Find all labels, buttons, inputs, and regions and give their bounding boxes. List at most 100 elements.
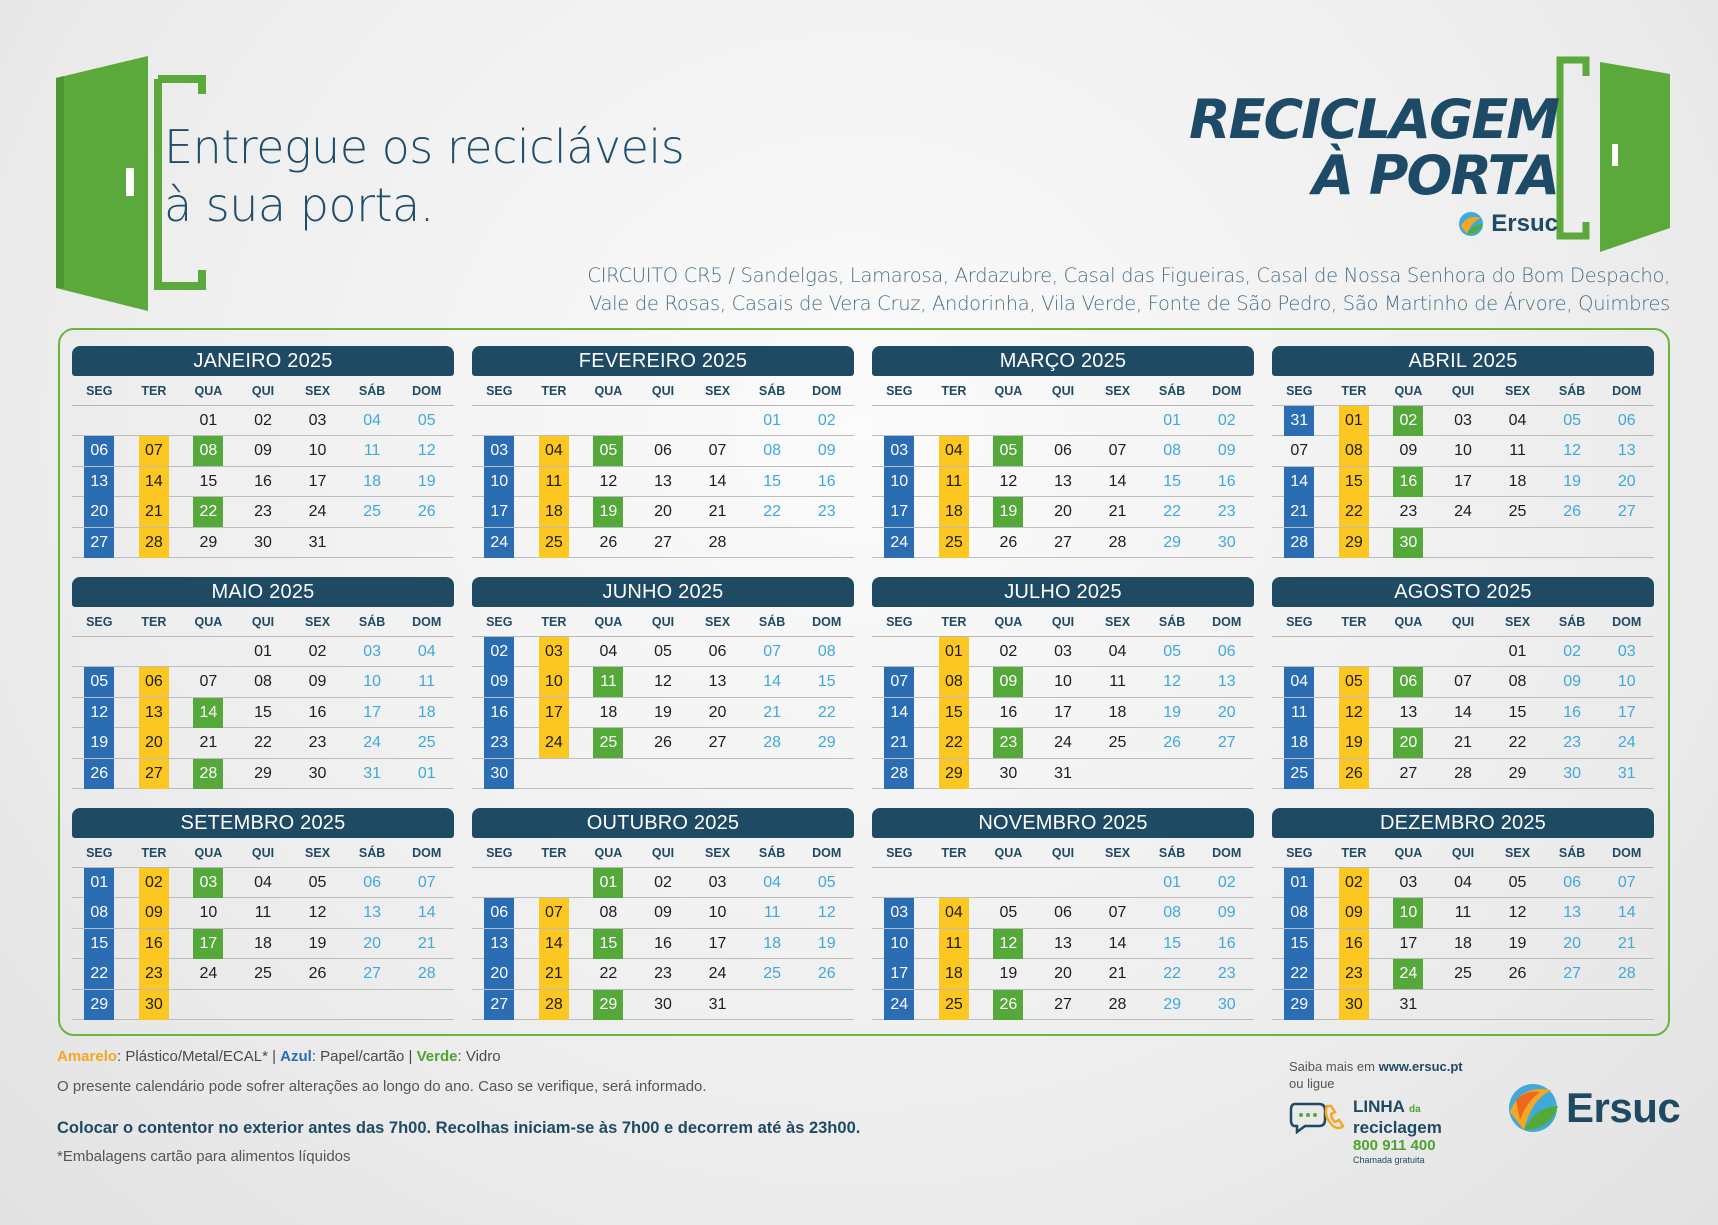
- calendar-day: 07: [1090, 898, 1145, 928]
- day-number: 12: [90, 703, 109, 721]
- calendar-day: 24: [290, 497, 345, 527]
- day-number: 15: [763, 472, 782, 490]
- week-row: 30: [472, 758, 854, 789]
- calendar-day: 29: [1145, 990, 1200, 1020]
- day-number: 27: [144, 764, 163, 782]
- day-number: 27: [363, 965, 382, 983]
- day-number: 16: [254, 472, 272, 490]
- day-number: 28: [708, 533, 727, 551]
- weekday-label: TER: [141, 846, 167, 860]
- blue-collection-marker: [84, 436, 115, 467]
- yellow-collection-marker: [1338, 667, 1369, 698]
- yellow-collection-marker: [938, 959, 969, 990]
- yellow-collection-marker: [538, 898, 569, 929]
- weekday-label: QUI: [651, 846, 675, 860]
- day-number: 03: [363, 643, 382, 660]
- note-changes: O presente calendário pode sofrer altera…: [57, 1078, 707, 1095]
- calendar-day: 01: [1145, 406, 1200, 436]
- calendar-day: 02: [636, 868, 691, 898]
- green-collection-marker: [193, 436, 224, 467]
- day-number: 08: [199, 442, 218, 460]
- calendar-day: 28: [1599, 959, 1654, 989]
- phone-number[interactable]: 800 911 400: [1353, 1137, 1436, 1154]
- yellow-collection-marker: [1338, 728, 1369, 759]
- day-number: 29: [90, 995, 109, 1013]
- calendar-day: 20: [1545, 929, 1600, 959]
- empty-day: [872, 868, 927, 898]
- calendar-day: 04: [745, 868, 800, 898]
- day-number: 13: [144, 703, 163, 721]
- collection-day: 25: [927, 527, 982, 558]
- saiba-text: Saiba mais em: [1289, 1059, 1379, 1074]
- blue-collection-marker: [484, 898, 515, 929]
- calendar-day: 30: [1199, 990, 1254, 1020]
- day-number: 10: [708, 904, 727, 922]
- calendar-day: 09: [636, 898, 691, 928]
- calendar-day: 02: [1545, 637, 1600, 667]
- calendar-day: 01: [236, 637, 291, 667]
- weekday-label: QUI: [1451, 384, 1475, 398]
- day-number: 12: [1508, 904, 1527, 922]
- month-title: OUTUBRO 2025: [472, 808, 854, 838]
- weekday-label: SEX: [705, 615, 731, 629]
- day-number: 24: [1399, 965, 1418, 983]
- day-number: 21: [1617, 934, 1636, 952]
- calendar-day: 20: [1599, 467, 1654, 497]
- weekday-label: DOM: [412, 846, 442, 860]
- blue-collection-marker: [484, 697, 515, 728]
- collection-day: 24: [872, 989, 927, 1020]
- weekday-label: SEX: [1105, 846, 1131, 860]
- empty-day: [690, 406, 745, 436]
- day-number: 11: [945, 472, 963, 490]
- yellow-collection-marker: [538, 728, 569, 759]
- calendar-day: 21: [1436, 728, 1491, 758]
- weekday-label: DOM: [412, 615, 442, 629]
- yellow-collection-marker: [938, 436, 969, 467]
- day-number: 01: [1290, 874, 1309, 891]
- calendar-day: 17: [1436, 467, 1491, 497]
- calendar-day: 31: [290, 528, 345, 558]
- blue-collection-marker: [84, 466, 115, 497]
- calendar-day: 05: [1145, 637, 1200, 667]
- day-number: 05: [654, 643, 672, 660]
- day-number: 04: [763, 874, 782, 891]
- weekday-header: SEG TER QUA QUI SEX SÁB DOM: [472, 607, 854, 637]
- legend: Amarelo: Plástico/Metal/ECAL* | Azul: Pa…: [57, 1048, 501, 1065]
- calendar-day: 09: [799, 436, 854, 466]
- green-collection-marker: [993, 728, 1024, 759]
- collection-day: 30: [472, 758, 527, 789]
- month-title: JUNHO 2025: [472, 577, 854, 607]
- calendar-day: 14: [1090, 467, 1145, 497]
- weekday-label: SEG: [486, 846, 513, 860]
- blue-collection-marker: [1284, 697, 1315, 728]
- collection-day: 16: [472, 697, 527, 728]
- calendar-day: 27: [636, 528, 691, 558]
- day-number: 19: [1508, 934, 1527, 952]
- empty-day: [927, 868, 982, 898]
- day-number: 30: [144, 995, 163, 1013]
- website-link[interactable]: www.ersuc.pt: [1378, 1059, 1463, 1074]
- day-number: 11: [1290, 703, 1308, 721]
- collection-day: 03: [872, 898, 927, 929]
- collection-day: 07: [527, 898, 582, 929]
- calendar-day: 19: [399, 467, 454, 497]
- blue-collection-marker: [484, 989, 515, 1020]
- empty-day: [581, 759, 636, 789]
- calendar-day: 08: [1490, 667, 1545, 697]
- calendar-day: 11: [1090, 667, 1145, 697]
- weekday-label: SEG: [86, 615, 113, 629]
- legend-green-text: : Vidro: [457, 1048, 501, 1065]
- day-number: 09: [144, 904, 163, 922]
- weekday-label: SEG: [86, 384, 113, 398]
- calendar-day: 05: [636, 637, 691, 667]
- day-number: 04: [1290, 673, 1309, 691]
- calendar-day: 07: [690, 436, 745, 466]
- legend-yellow-text: : Plástico/Metal/ECAL* |: [117, 1048, 281, 1065]
- collection-day: 21: [127, 497, 182, 528]
- calendar-day: 13: [1036, 929, 1091, 959]
- day-number: 24: [890, 995, 909, 1013]
- collection-day: 06: [72, 436, 127, 467]
- yellow-collection-marker: [538, 527, 569, 558]
- empty-day: [690, 759, 745, 789]
- day-number: 25: [544, 533, 563, 551]
